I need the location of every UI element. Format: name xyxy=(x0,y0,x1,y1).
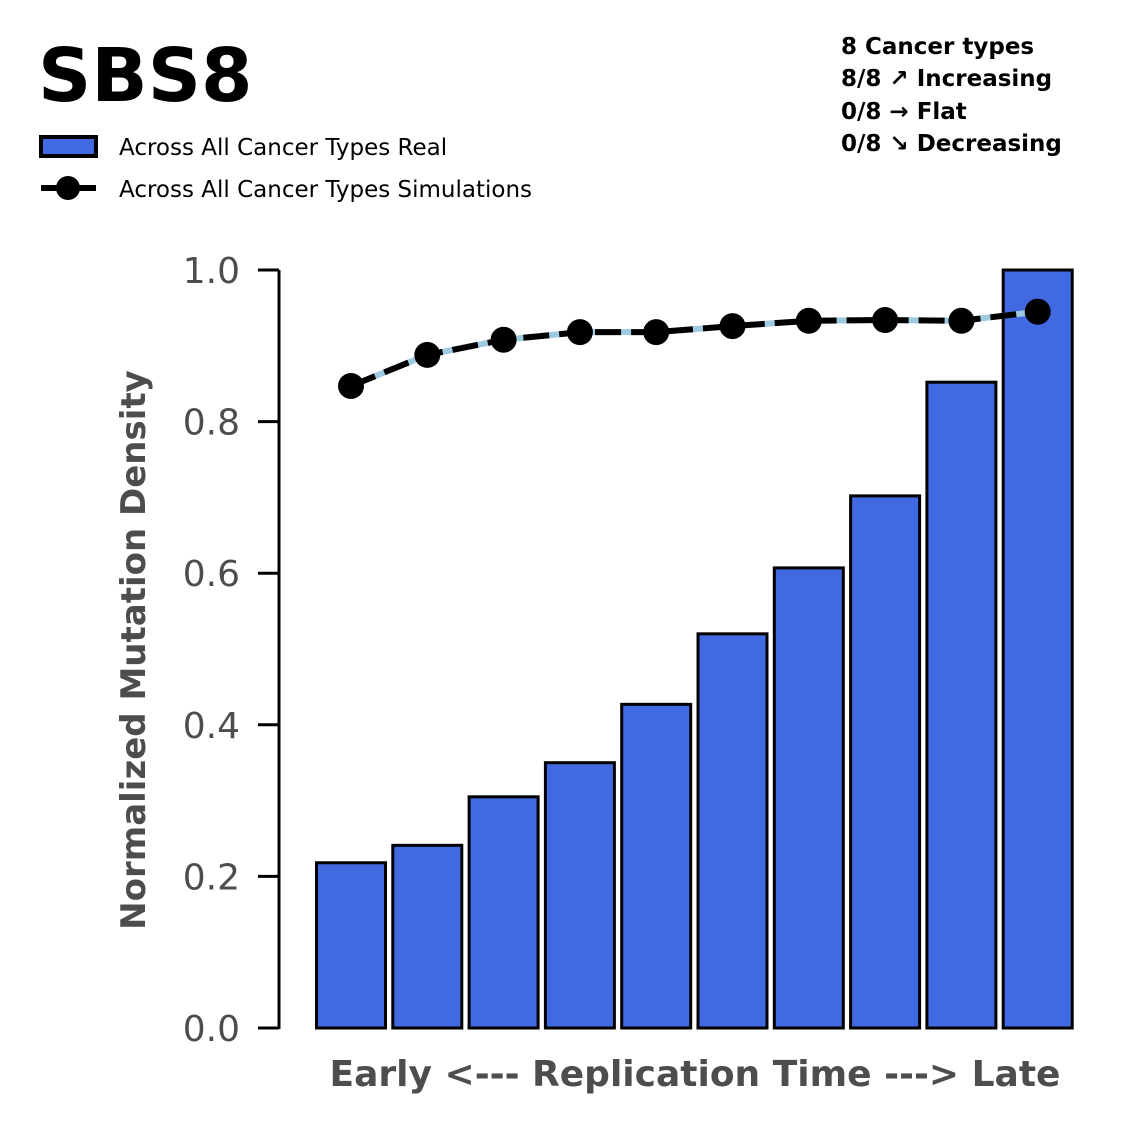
simulation-line-dashed xyxy=(349,308,1039,389)
bar xyxy=(696,632,769,1030)
y-tick-label: 0.8 xyxy=(183,403,240,444)
simulation-point xyxy=(872,307,899,334)
simulation-point xyxy=(795,307,822,334)
bars xyxy=(315,268,1074,1030)
y-tick-label: 0.2 xyxy=(183,857,240,898)
bar xyxy=(391,843,464,1030)
y-axis: 0.0 0.2 0.4 0.6 0.8 1.0 xyxy=(183,251,281,1050)
y-tick-label: 1.0 xyxy=(183,251,240,292)
simulation-point xyxy=(948,307,975,334)
bar xyxy=(543,761,616,1030)
chart-title: SBS8 xyxy=(38,33,252,119)
bar xyxy=(315,861,387,1030)
bar xyxy=(1001,268,1074,1030)
y-axis-label: Normalized Mutation Density xyxy=(114,370,154,930)
bar xyxy=(849,494,922,1030)
legend-label-real: Across All Cancer Types Real xyxy=(119,135,447,161)
legend: Across All Cancer Types Real Across All … xyxy=(39,135,532,203)
simulation-point xyxy=(719,313,746,340)
simulation-point xyxy=(566,319,593,346)
legend-marker xyxy=(56,176,80,200)
legend-label-sim: Across All Cancer Types Simulations xyxy=(119,177,532,203)
y-tick-label: 0.0 xyxy=(183,1009,240,1050)
simulation-point xyxy=(1024,298,1051,325)
annotation-line: 8 Cancer types xyxy=(841,34,1034,60)
y-tick-label: 0.6 xyxy=(183,554,240,595)
annotation-line: 0/8 → Flat xyxy=(841,99,967,125)
simulation-point xyxy=(414,341,441,368)
bar xyxy=(467,795,540,1030)
y-tick-label: 0.4 xyxy=(183,706,240,747)
bar xyxy=(925,380,998,1030)
bar xyxy=(620,702,693,1030)
bar xyxy=(772,566,845,1030)
annotation: 8 Cancer types 8/8 ↗ Increasing 0/8 → Fl… xyxy=(841,34,1062,157)
simulation-line xyxy=(338,298,1051,399)
simulation-point xyxy=(643,319,670,346)
annotation-line: 0/8 ↘ Decreasing xyxy=(841,131,1062,157)
legend-bar-swatch xyxy=(39,135,98,158)
simulation-point xyxy=(338,372,364,399)
annotation-line: 8/8 ↗ Increasing xyxy=(841,66,1052,92)
x-axis-label: Early <--- Replication Time ---> Late xyxy=(330,1054,1061,1095)
simulation-point xyxy=(490,326,517,353)
